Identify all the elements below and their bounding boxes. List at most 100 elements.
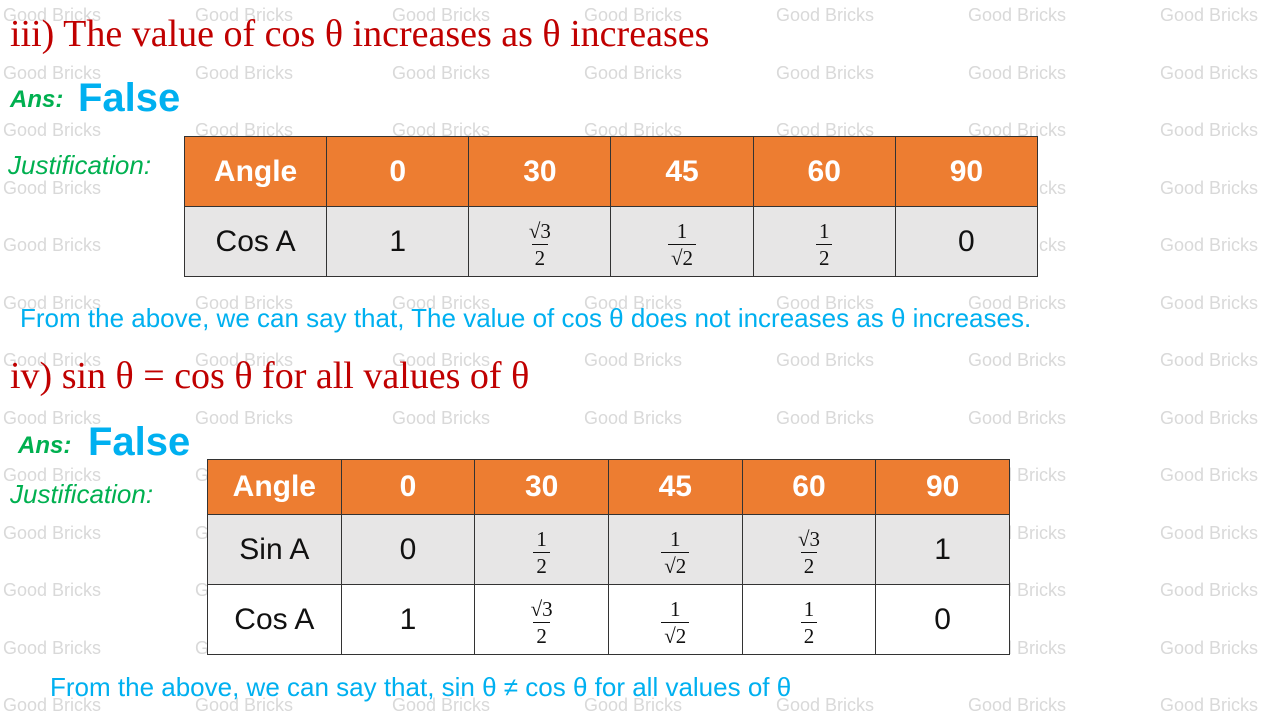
watermark: Good Bricks: [968, 292, 1067, 313]
answer: False: [88, 420, 191, 464]
table-cell: 1: [326, 206, 470, 277]
watermark: Good Bricks: [3, 177, 102, 198]
watermark: Good Bricks: [3, 5, 102, 25]
denominator: 2: [815, 244, 833, 271]
numerator: 1: [818, 219, 830, 243]
watermark: Good Bricks: [195, 350, 294, 370]
table-cell: 0: [894, 206, 1039, 277]
watermark: Good Bricks: [1160, 465, 1259, 485]
watermark: Good Bricks: [584, 407, 683, 428]
fraction: √3 2: [531, 596, 553, 649]
table: Angle 0 30 45 60 90 Sin A 0 1 2 1 √2 √3 2 1 Cos A 1 √3 2 1 √…: [207, 459, 1010, 655]
numerator: 1: [676, 219, 688, 243]
answer: False: [78, 76, 181, 120]
watermark: Good Bricks: [1160, 235, 1259, 255]
watermark: Good Bricks: [1160, 637, 1259, 658]
table-cell: 60: [752, 136, 896, 207]
table-cell: 1 √2: [610, 206, 754, 277]
watermark: Good Bricks: [1160, 695, 1259, 715]
table-cell: 0: [326, 136, 470, 207]
watermark: Good Bricks: [776, 62, 875, 83]
watermark: Good Bricks: [584, 5, 683, 25]
watermark: Good Bricks: [968, 407, 1067, 428]
table-cell: 45: [607, 459, 743, 515]
denominator: 2: [531, 244, 549, 271]
heading: iv) sin θ = cos θ for all values of θ: [10, 355, 530, 397]
watermark: Good Bricks: [776, 292, 875, 313]
watermark: Good Bricks: [968, 120, 1067, 140]
watermark: Good Bricks: [1160, 62, 1259, 83]
watermark: Good Bricks: [1160, 292, 1259, 313]
watermark: Good Bricks: [968, 5, 1067, 25]
watermark: Good Bricks: [3, 695, 102, 715]
watermark: Good Bricks: [3, 120, 102, 140]
table-row: Cos A 1 √3 2 1 √2 1 2 0: [207, 584, 1010, 655]
watermark: Good Bricks: [3, 637, 102, 658]
numerator: 1: [670, 527, 681, 551]
table-cell: 1 √2: [607, 584, 743, 655]
watermark: Good Bricks: [195, 62, 294, 83]
denominator: 2: [800, 552, 818, 579]
watermark: Good Bricks: [3, 350, 102, 370]
denominator: 2: [800, 622, 818, 649]
table-cell: Sin A: [207, 514, 342, 585]
denominator: √2: [661, 552, 690, 579]
watermark: Good Bricks: [3, 465, 102, 485]
denominator: 2: [533, 622, 550, 649]
table-cell: 0: [340, 514, 476, 585]
watermark: Good Bricks: [3, 235, 102, 255]
watermark: Good Bricks: [1160, 5, 1259, 25]
conclusion: From the above, we can say that, The val…: [20, 303, 1032, 333]
table-cell: 1: [340, 584, 476, 655]
numerator: 1: [536, 527, 547, 551]
fraction: 1 √2: [661, 596, 690, 649]
watermark: Good Bricks: [195, 695, 294, 715]
watermark: Good Bricks: [1160, 522, 1259, 543]
table-row: Angle 0 30 45 60 90: [183, 136, 1039, 207]
heading: iii) The value of cos θ increases as θ i…: [10, 13, 710, 55]
watermark: Good Bricks: [392, 5, 491, 25]
table-cell: √3 2: [741, 514, 877, 585]
watermark: Good Bricks: [3, 522, 102, 543]
watermark: Good Bricks: [584, 695, 683, 715]
numerator: √3: [797, 527, 820, 551]
table-cell: 45: [610, 136, 754, 207]
table-cell: Angle: [207, 459, 342, 515]
justification-label: Justification:: [10, 479, 154, 509]
denominator: √2: [668, 244, 697, 271]
numerator: √3: [528, 219, 551, 243]
watermark: Good Bricks: [776, 120, 875, 140]
table-cell: Cos A: [207, 584, 342, 655]
fraction: 1 √2: [661, 526, 690, 579]
table-cell: Cos A: [183, 206, 328, 277]
watermark: Good Bricks: [392, 120, 491, 140]
numerator: 1: [803, 597, 815, 621]
table-cell: √3 2: [468, 206, 612, 277]
table-cell: 1: [875, 514, 1010, 585]
watermark: Good Bricks: [776, 695, 875, 715]
fraction: √3 2: [798, 526, 820, 579]
watermark: Good Bricks: [1160, 407, 1259, 428]
ans-label: Ans:: [18, 432, 72, 459]
watermark: Good Bricks: [584, 120, 683, 140]
watermark: Good Bricks: [3, 580, 102, 600]
watermark: Good Bricks: [1160, 580, 1259, 600]
watermark: Good Bricks: [392, 350, 491, 370]
table-cell: 60: [741, 459, 877, 515]
justification-label: Justification:: [8, 150, 152, 180]
watermark: Good Bricks: [584, 350, 683, 370]
watermark: Good Bricks: [1160, 120, 1259, 140]
numerator: 1: [670, 597, 681, 621]
watermark: Good Bricks: [392, 695, 491, 715]
watermark: Good Bricks: [392, 292, 491, 313]
table-cell: 90: [894, 136, 1039, 207]
watermark: Good Bricks: [1160, 350, 1259, 370]
watermark: Good Bricks: [776, 407, 875, 428]
table-cell: 1 √2: [607, 514, 743, 585]
table-cell: √3 2: [474, 584, 609, 655]
watermark: Good Bricks: [392, 62, 491, 83]
